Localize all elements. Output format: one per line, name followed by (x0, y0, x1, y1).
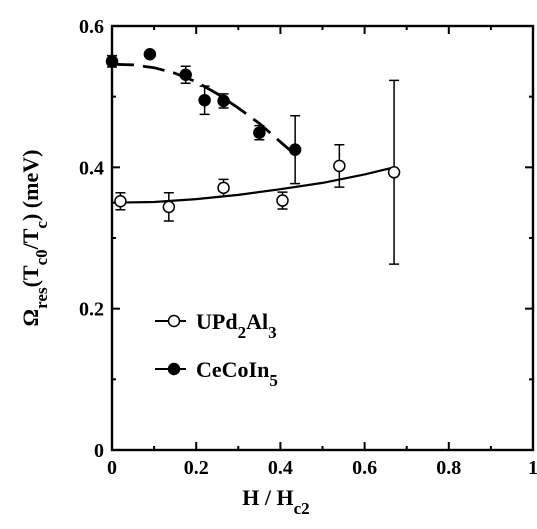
subscript-text: c0 (32, 249, 51, 265)
data-point-CeCoIn5 (253, 126, 266, 139)
x-tick-label: 0.4 (268, 457, 293, 479)
legend-marker (167, 362, 181, 376)
legend-label-UPd2Al3: UPd2Al3 (196, 309, 277, 342)
data-point-CeCoIn5 (143, 48, 157, 61)
x-tick-label: 1 (528, 457, 537, 479)
label-text: ) (meV) (18, 150, 43, 221)
label-text: (T (18, 265, 43, 287)
data-point-CeCoIn5 (179, 68, 192, 82)
y-tick-label: 0 (94, 440, 104, 462)
legend-marker (167, 314, 181, 328)
data-point-UPd2Al3 (162, 200, 176, 214)
legend: UPd2Al3 CeCoIn5 (155, 309, 278, 390)
data-point-UPd2Al3 (387, 166, 401, 179)
subscript-text: c (32, 221, 51, 229)
data-point-UPd2Al3 (114, 195, 127, 208)
plot-frame (110, 24, 535, 452)
fit-curves (111, 62, 395, 204)
fit-curve-UPd2Al3 (111, 166, 395, 204)
x-tick-label: 0 (107, 457, 117, 479)
label-text: UPd (196, 309, 238, 334)
label-text: CeCoIn (196, 357, 269, 382)
data-point-UPd2Al3 (333, 159, 346, 173)
tick-labels: 0 0.2 0.4 0.6 0.8 1 0 0.2 0.4 0.6 (79, 16, 537, 479)
data-point-CeCoIn5 (288, 143, 302, 156)
x-tick-label: 0.8 (436, 457, 461, 479)
error-bars (107, 54, 400, 265)
axis-ticks (111, 25, 534, 451)
subscript-text: 5 (269, 371, 278, 390)
y-tick-label: 0.2 (79, 299, 104, 321)
y-tick-label: 0.4 (79, 157, 104, 179)
legend-label-CeCoIn5: CeCoIn5 (196, 357, 278, 390)
data-point-UPd2Al3 (276, 194, 289, 207)
x-tick-label: 0.2 (184, 457, 209, 479)
subscript-text: 3 (268, 323, 277, 342)
y-tick-label: 0.6 (79, 16, 104, 38)
subscript-text: 2 (238, 323, 247, 342)
label-text: Ω (18, 309, 43, 327)
y-axis-title: Ωres(Tc0/Tc) (meV) (18, 150, 51, 327)
data-points (105, 48, 401, 214)
data-point-CeCoIn5 (198, 93, 211, 107)
data-point-CeCoIn5 (217, 94, 230, 108)
label-text: Al (246, 309, 268, 334)
fit-curve-CeCoIn5 (111, 62, 297, 156)
x-tick-label: 0.6 (352, 457, 377, 479)
subscript-text: res (32, 287, 51, 309)
x-axis-title: H / Hc2 (242, 485, 309, 518)
label-text: H / H (242, 485, 293, 510)
data-point-UPd2Al3 (217, 181, 230, 195)
subscript-text: c2 (294, 499, 310, 518)
label-text: /T (18, 228, 43, 250)
